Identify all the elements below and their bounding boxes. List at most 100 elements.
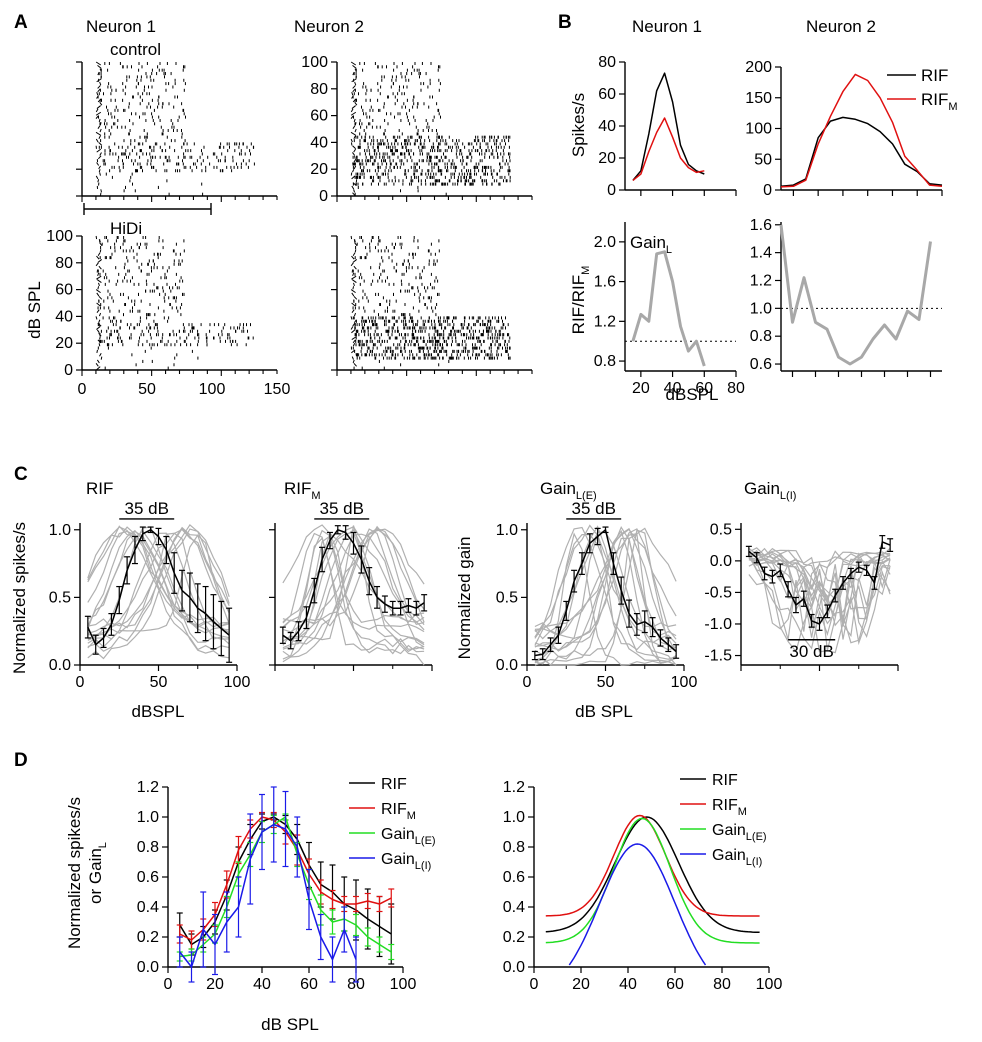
c-individual-curve — [87, 528, 230, 660]
c-individual-curve — [748, 553, 891, 638]
B-top-right-ytick-label: 0 — [763, 182, 772, 199]
raster-n1-control-spikes-onset-tick — [96, 105, 101, 109]
raster-n2-hidi-spikes-onset-tick — [352, 343, 356, 347]
raster-xtick-label: 50 — [138, 381, 156, 398]
B-bottom-left-ytick-label: 1.6 — [594, 274, 616, 291]
raster-n1-control-spikes-onset-tick — [96, 162, 100, 166]
raster-n2-hidi-spikes-onset-tick — [352, 359, 355, 364]
raster-n1-hidi-ytick-label: 60 — [55, 282, 73, 299]
a-hidi-label: HiDi — [110, 219, 142, 238]
d-right-legend-label: RIFM — [712, 797, 747, 818]
raster-n1-hidi-spikes-onset-tick — [99, 249, 102, 253]
C-RIF-ytick-label: 0.0 — [49, 657, 71, 674]
raster-n1-hidi-spikes-onset-tick — [99, 336, 101, 340]
raster-n2-control-ytick-label: 80 — [310, 81, 328, 98]
raster-n2-hidi-spikes-onset-tick — [353, 295, 358, 300]
d-fit-RIF — [545, 816, 760, 934]
raster-n2-hidi-spikes-onset-tick — [351, 275, 357, 280]
b-gain-sub: L — [666, 244, 672, 256]
B-bottom-left-ytick-label: 0.8 — [594, 353, 616, 370]
raster-n1-control-spikes-onset-tick — [95, 61, 102, 66]
raster-n1-control-spikes-onset-tick — [97, 125, 101, 129]
C-GainE-xtick-label: 100 — [671, 674, 698, 691]
raster-n1-control-spikes — [95, 61, 255, 196]
raster-n1-hidi-spikes-onset-tick — [98, 319, 101, 323]
b-series-RIF — [780, 116, 943, 188]
raster-n1-hidi-ytick-label: 80 — [55, 255, 73, 272]
raster-n1-control-spikes-onset-tick — [97, 155, 102, 160]
B-bottom-left-xtick-label: 60 — [695, 380, 713, 397]
D-left-ytick-label: 0.6 — [137, 869, 159, 886]
panel-letter-c: C — [14, 464, 28, 485]
raster-n1-hidi-spikes-onset-tick — [100, 356, 103, 360]
D-right-ytick-label: 0.8 — [503, 839, 525, 856]
b-ylabel-top: Spikes/s — [569, 93, 588, 157]
raster-n2-control-spikes-onset-tick — [353, 189, 355, 193]
B-top-right-ytick-label: 100 — [745, 121, 772, 138]
panel-letter-d: D — [14, 750, 28, 771]
D-left-xtick-label: 80 — [347, 976, 365, 993]
raster-n1-hidi-spikes-onset-tick — [96, 279, 102, 283]
b-legend: RIF RIFM — [887, 66, 958, 113]
B-bottom-right-ytick-label: 1.4 — [750, 245, 772, 262]
raster-n1-hidi-spikes-onset-tick — [97, 272, 100, 277]
raster-n2-hidi-spikes-onset-tick — [351, 292, 355, 297]
raster-n1-hidi-spikes-onset-tick — [98, 343, 101, 347]
d-right-legend: RIF RIFM GainL(E) GainL(I) — [680, 772, 767, 868]
raster-n1-hidi-spikes-onset-tick — [95, 363, 99, 367]
b-legend-rif: RIF — [921, 66, 948, 85]
c-individual-curve — [534, 529, 677, 666]
raster-n2-control-spikes-onset-tick — [350, 131, 357, 136]
raster-n1-control-spikes-onset-tick — [98, 142, 103, 146]
raster-n1-control-spikes-onset-tick — [95, 111, 102, 116]
B-bottom-right-ytick-label: 1.6 — [750, 217, 772, 234]
raster-n2-hidi-spikes-onset-tick — [353, 265, 357, 270]
chart-b-top-left: 0 20 40 60 80 — [598, 54, 737, 199]
c-title-gaine: GainL(E) — [540, 479, 597, 502]
raster-n1-hidi-spikes-onset-tick — [99, 353, 102, 357]
d-xlabel: dB SPL — [261, 1015, 319, 1034]
raster-n1-control-spikes-onset-tick — [99, 152, 102, 156]
raster-n2-hidi-spikes-onset-tick — [352, 259, 358, 263]
raster-n2-control-spikes-onset-tick — [352, 152, 356, 156]
c-individual-curve — [534, 526, 677, 662]
raster-n1-hidi-spikes-onset-tick — [96, 349, 98, 354]
raster-n1-control-spikes-onset-tick — [100, 189, 102, 193]
raster-n2-hidi-spikes-onset-tick — [354, 242, 358, 247]
raster-n1-hidi-ytick-label: 20 — [55, 335, 73, 352]
raster-n1-hidi-spikes-onset-tick — [95, 289, 101, 294]
a-raster-axes: 0 20 40 60 80 100 0 20 40 60 80 100 0 50 100 150 — [46, 54, 533, 398]
B-bottom-left-xtick-label: 40 — [664, 380, 682, 397]
b-ylabel-bottom-sub: M — [580, 266, 592, 275]
raster-n2-hidi-spikes-onset-tick — [351, 356, 354, 360]
D-left-ytick-label: 0.2 — [137, 929, 159, 946]
d-left-legend-label: GainL(I) — [381, 851, 431, 872]
b-series-RIF_M — [780, 73, 943, 188]
raster-n2-control-spikes-onset-tick — [351, 92, 354, 96]
b-gain-line — [779, 224, 932, 366]
B-bottom-left-ytick-label: 1.2 — [594, 313, 616, 330]
raster-n1-control-spikes-onset-tick — [95, 138, 99, 143]
D-right-xtick-label: 40 — [619, 976, 637, 993]
D-left-ytick-label: 0.8 — [137, 839, 159, 856]
d-ylabel-2: or GainL — [86, 842, 109, 904]
raster-n2-control-spikes-onset-tick — [351, 105, 356, 109]
b-legend-rifm-main: RIF — [921, 90, 948, 109]
C-GainE-xtick-label: 0 — [523, 674, 532, 691]
raster-n2-hidi-spikes-onset-tick — [352, 339, 356, 344]
D-left-ytick-label: 1.0 — [137, 809, 159, 826]
b-gain-label: GainL — [630, 233, 672, 256]
c-individual-curve — [282, 532, 425, 633]
raster-n1-hidi-spikes-onset-tick — [96, 359, 100, 364]
d-left-legend-label: GainL(E) — [381, 826, 436, 847]
b-legend-rifm-sub: M — [948, 101, 957, 113]
c-title-gaini-main: Gain — [744, 479, 780, 498]
c-individual-curve — [748, 547, 891, 638]
B-top-right-ytick-label: 150 — [745, 90, 772, 107]
raster-n1-hidi-spikes-onset-tick — [96, 309, 100, 314]
raster-n1-control-spikes-onset-tick — [98, 165, 102, 170]
raster-n2-hidi-spikes-onset-tick — [350, 316, 353, 320]
D-left-ytick-label: 0.4 — [137, 899, 159, 916]
raster-n1-hidi-ytick-label: 100 — [46, 228, 73, 245]
D-right-xtick-label: 80 — [713, 976, 731, 993]
